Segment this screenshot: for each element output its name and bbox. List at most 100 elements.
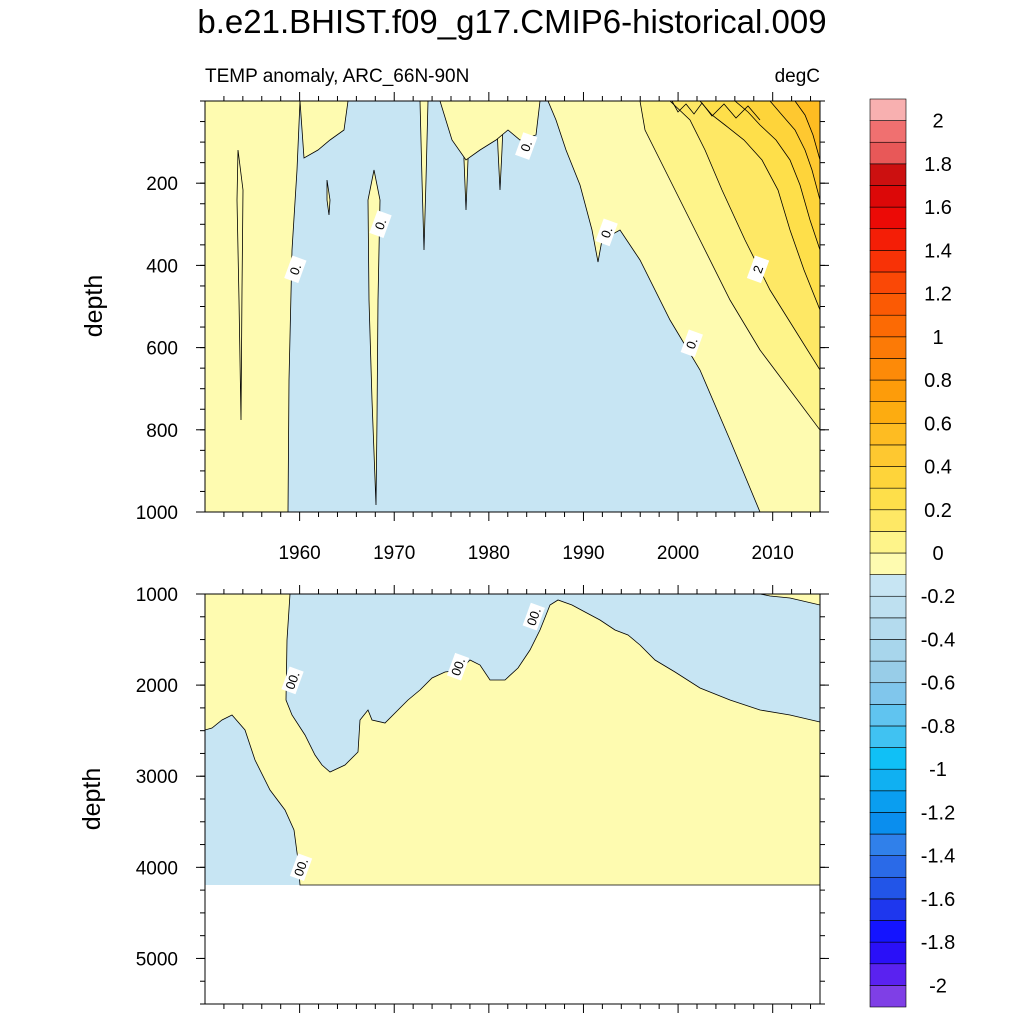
colorbar-label: 1.2	[924, 284, 952, 306]
colorbar-box	[869, 314, 907, 338]
top-positive-spike-1972	[419, 101, 429, 251]
colorbar-box	[869, 120, 907, 143]
colorbar-label: 1.8	[924, 154, 952, 176]
bottom-contour-label-text: 00.	[291, 856, 311, 878]
colorbar-box	[869, 379, 907, 402]
bottom-contour-field	[205, 594, 820, 886]
top-level-0.5	[769, 101, 820, 201]
colorbar-label: -0.6	[921, 673, 955, 695]
colorbar-box	[869, 855, 907, 878]
top-contour-label: 0.	[284, 255, 307, 284]
colorbar-box	[869, 141, 907, 165]
figure-title: b.e21.BHIST.f09_g17.CMIP6-historical.009	[197, 3, 826, 40]
top-panel-left-string: TEMP anomaly, ARC_66N-90N	[205, 66, 469, 87]
bottom-contour-label-text: 00.	[282, 669, 302, 691]
colorbar-label: 0.4	[924, 457, 952, 479]
colorbar-label: 0.6	[924, 413, 952, 435]
top-contour-label: 0.	[369, 210, 392, 238]
colorbar-box	[869, 228, 907, 251]
top-positive-region-left	[205, 101, 301, 512]
colorbar-box	[869, 963, 907, 986]
top-axes: 1960 1970 1980 1990 2000 2010 200 400 600 800 1000	[136, 92, 829, 564]
colorbar-label: 0.2	[924, 500, 952, 522]
top-contour-label: 0.	[680, 329, 703, 358]
top-y-tick-label: 1000	[136, 503, 178, 524]
bottom-panel-ylabel: depth	[78, 768, 106, 831]
bottom-axes: 1000 2000 3000 4000 5000	[136, 585, 829, 1013]
colorbar-label: 1	[932, 327, 943, 349]
bottom-contour-label-text: 00.	[448, 656, 468, 678]
top-positive-spike-1963	[326, 179, 331, 216]
colorbar-box	[869, 876, 907, 900]
colorbar-label: -0.4	[921, 629, 955, 651]
colorbar-box	[869, 639, 907, 662]
top-contour-label: 2	[746, 255, 770, 284]
colorbar-box	[869, 660, 907, 684]
top-x-tick-label: 1990	[562, 543, 604, 564]
colorbar-box	[869, 206, 907, 230]
bottom-contour-label: 00.	[289, 853, 313, 882]
top-positive-spike-1968	[367, 169, 381, 506]
top-contour-label-text: 0.	[517, 138, 535, 153]
top-contour-label-bg	[746, 255, 770, 284]
top-x-tick-label: 2000	[657, 543, 699, 564]
bottom-y-tick-label: 2000	[136, 676, 178, 697]
bottom-contour-label: 00.	[446, 652, 470, 681]
colorbar-label: 0	[932, 543, 943, 565]
colorbar-box	[869, 487, 907, 511]
colorbar-label: 0.8	[924, 370, 952, 392]
colorbar-box	[869, 466, 907, 489]
colorbar-box	[869, 293, 907, 316]
colorbar-box	[869, 336, 907, 359]
bottom-contour-label-bg	[281, 666, 304, 695]
top-y-tick-label: 400	[146, 256, 178, 277]
bottom-contour-label-bg	[289, 853, 313, 882]
top-contour-label-bg	[595, 218, 618, 247]
colorbar-box	[869, 941, 907, 965]
colorbar-label: -1.2	[921, 802, 955, 824]
colorbar-box	[869, 271, 907, 294]
bottom-y-tick-label: 3000	[136, 767, 178, 788]
colorbar-label: 1.6	[924, 197, 952, 219]
top-level-0.6	[794, 101, 820, 161]
bottom-surface-pocket	[759, 594, 820, 606]
colorbar-box	[869, 790, 907, 813]
top-x-tick-label: 1960	[278, 543, 320, 564]
bottom-contour-label-bg	[446, 652, 470, 681]
colorbar-box	[869, 163, 907, 186]
bottom-contour-label-text: 00.	[524, 606, 544, 628]
colorbar-box	[869, 682, 907, 705]
colorbar-label: -0.8	[921, 716, 955, 738]
colorbar-box	[869, 812, 907, 835]
colorbar-box	[869, 552, 907, 575]
top-x-tick-label: 1980	[468, 543, 510, 564]
top-contour-label-text: 2	[750, 263, 767, 275]
bottom-contour-labels: 00. 00. 00. 00.	[281, 602, 545, 882]
top-positive-surface-1960s	[299, 101, 349, 159]
top-x-tick-label: 2010	[752, 543, 794, 564]
bottom-y-tick-label: 4000	[136, 858, 178, 879]
colorbar-box	[869, 185, 907, 208]
colorbar-label: -2	[929, 975, 947, 997]
colorbar-box	[869, 704, 907, 727]
colorbar-box	[869, 617, 907, 640]
top-y-tick-label: 800	[146, 421, 178, 442]
top-panel: TEMP anomaly, ARC_66N-90N degC	[80, 66, 829, 564]
bottom-contour-label: 00.	[281, 666, 304, 695]
colorbar: -2 -1.8 -1.6 -1.4 -1.2 -1 -0.8 -0.6 -0.4 -0.2 0 0.2…	[869, 98, 955, 1008]
colorbar-label: -1.6	[921, 889, 955, 911]
top-contour-label: 0.	[515, 132, 538, 160]
colorbar-box	[869, 985, 907, 1008]
colorbar-box	[869, 898, 907, 921]
bottom-y-tick-label: 5000	[136, 949, 178, 970]
top-contour-label-bg	[369, 210, 392, 238]
top-panel-ylabel: depth	[80, 275, 108, 338]
colorbar-box	[869, 250, 907, 273]
top-contour-label-bg	[515, 132, 538, 160]
top-positive-surface-1975	[439, 101, 541, 161]
colorbar-label: 1.4	[924, 240, 952, 262]
colorbar-box	[869, 574, 907, 597]
colorbar-box	[869, 595, 907, 619]
colorbar-label: -0.2	[921, 586, 955, 608]
colorbar-box	[869, 833, 907, 856]
